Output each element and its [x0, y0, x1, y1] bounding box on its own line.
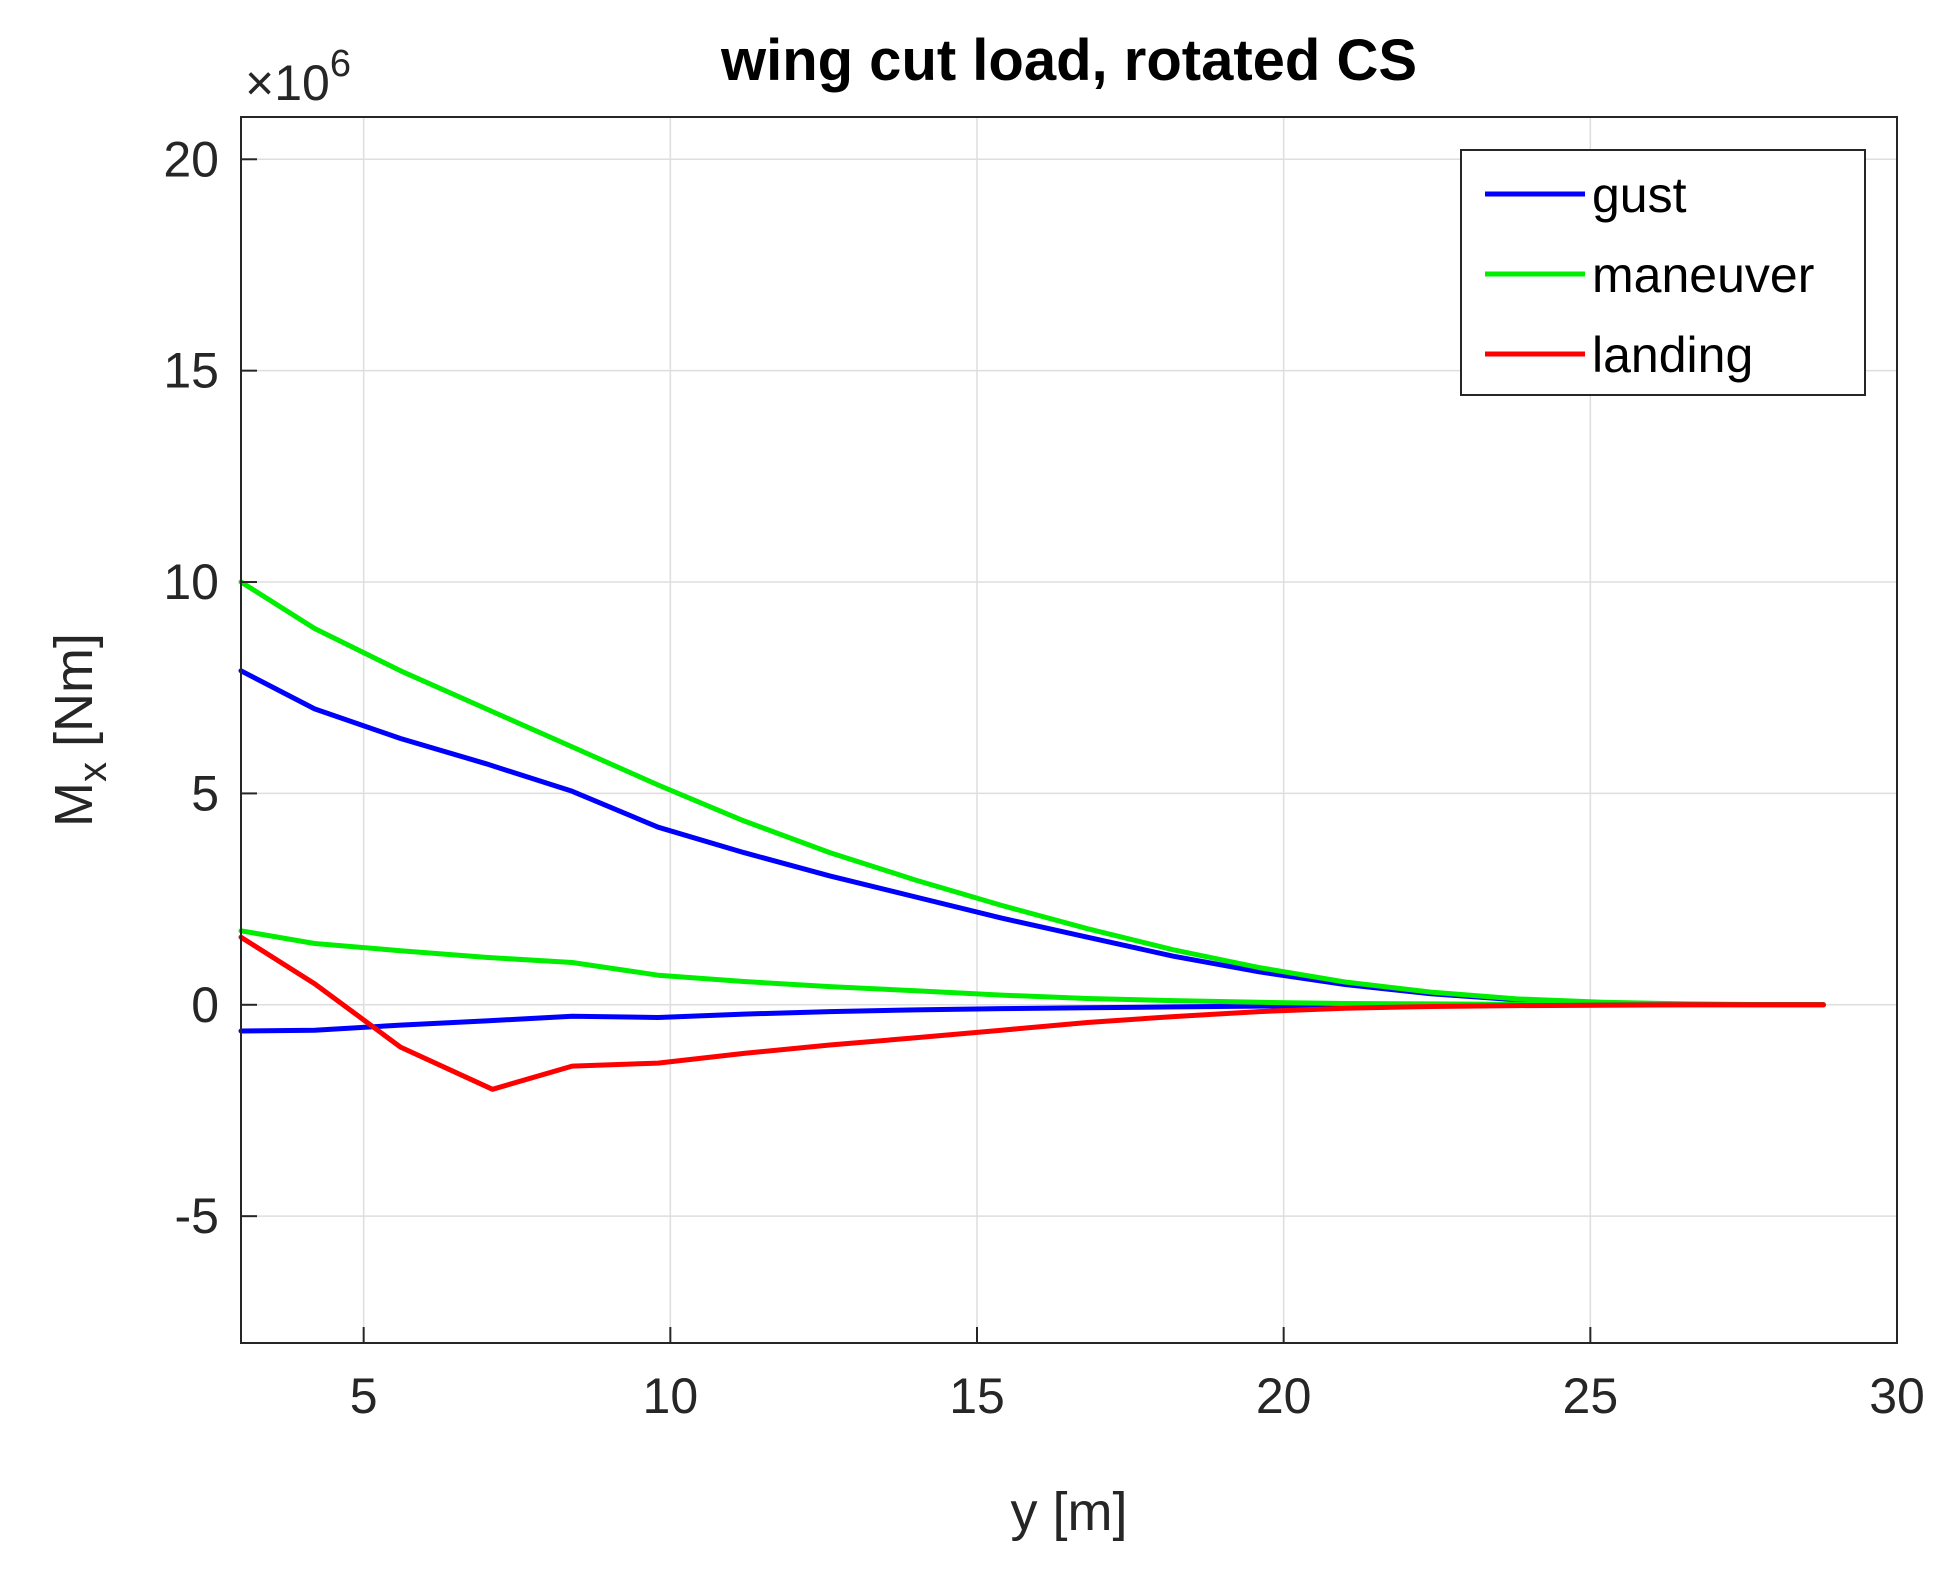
- x-tick-label: 30: [1869, 1368, 1925, 1424]
- x-tick-label: 10: [643, 1368, 699, 1424]
- series-line-landing: [238, 934, 1826, 1092]
- legend-entry-gust: gust: [1485, 167, 1687, 223]
- series-layer: [238, 579, 1826, 1092]
- y-tick-label: -5: [175, 1188, 219, 1244]
- legend: gust maneuver landing: [1460, 149, 1866, 396]
- legend-label-maneuver: maneuver: [1592, 247, 1814, 303]
- x-tick-label: 15: [949, 1368, 1005, 1424]
- x-tick-label: 5: [350, 1368, 378, 1424]
- y-exponent-power: 6: [330, 43, 351, 85]
- y-exponent-label: ×106: [245, 43, 351, 111]
- legend-entry-maneuver: maneuver: [1485, 247, 1814, 303]
- y-axis-label: Mx [Nm]: [44, 633, 115, 827]
- x-axis-label: y [m]: [1011, 1482, 1128, 1542]
- y-tick-label: 0: [191, 977, 219, 1033]
- legend-label-landing: landing: [1592, 327, 1753, 383]
- x-tick-label: 20: [1256, 1368, 1312, 1424]
- y-axis-label-subscript: x: [71, 762, 115, 782]
- plot-frame: [240, 116, 1898, 1344]
- chart-title: wing cut load, rotated CS: [720, 28, 1417, 93]
- ticks: 5 10 15 20 25 30 -5 0 5 10 15 20: [163, 131, 1924, 1424]
- legend-label-gust: gust: [1592, 167, 1687, 223]
- y-tick-label: 20: [163, 131, 219, 187]
- y-tick-label: 15: [163, 343, 219, 399]
- y-tick-label: 5: [191, 765, 219, 821]
- series-line-maneuver: [238, 579, 1826, 1008]
- x-tick-label: 25: [1563, 1368, 1619, 1424]
- y-tick-label: 10: [163, 554, 219, 610]
- legend-entry-landing: landing: [1485, 327, 1753, 383]
